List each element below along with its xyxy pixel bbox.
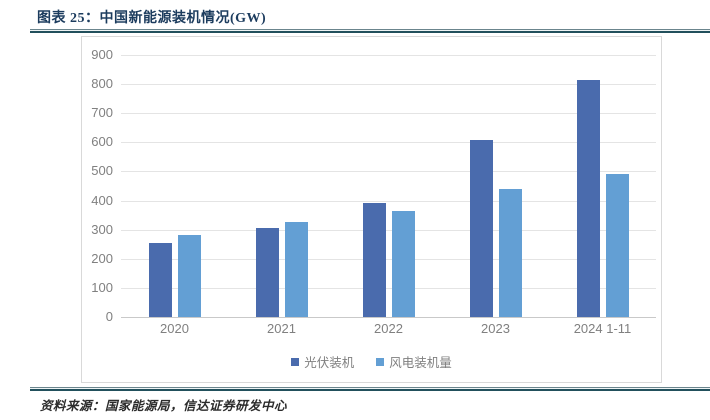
- legend-swatch-icon: [376, 357, 385, 366]
- gridline: [121, 200, 656, 202]
- x-tick-label: 2022: [374, 321, 403, 336]
- y-tick-label: 800: [91, 76, 113, 92]
- x-axis-line: [121, 317, 656, 318]
- y-tick-label: 900: [91, 47, 113, 62]
- footer-separator-line: [30, 387, 710, 391]
- gridline: [121, 229, 656, 231]
- y-tick-label: 0: [105, 309, 113, 324]
- legend-label: 光伏装机: [304, 356, 355, 370]
- bar-风电装机量-2024 1-11: [605, 174, 629, 317]
- y-tick-label: 600: [91, 134, 113, 150]
- bar-光伏装机-2022: [362, 202, 386, 317]
- bar-光伏装机-2024 1-11: [576, 79, 600, 317]
- y-tick-label: 500: [91, 163, 113, 179]
- legend-item-光伏装机: 光伏装机: [291, 352, 354, 371]
- bar-风电装机量-2023: [498, 188, 522, 317]
- bar-风电装机量-2022: [391, 210, 415, 317]
- legend-swatch-icon: [291, 357, 300, 366]
- y-tick-label: 100: [91, 279, 113, 295]
- title-separator-line: [30, 29, 710, 33]
- source-note: 资料来源：国家能源局，信达证券研发中心: [40, 399, 288, 413]
- legend-item-风电装机量: 风电装机量: [376, 352, 452, 371]
- x-tick-label: 2023: [481, 321, 510, 336]
- bar-风电装机量-2021: [284, 221, 308, 317]
- x-tick-label: 2024 1-11: [573, 321, 632, 336]
- bar-光伏装机-2023: [469, 139, 493, 317]
- x-tick-label: 2021: [267, 321, 296, 336]
- gridline: [121, 287, 656, 289]
- gridline: [121, 142, 656, 144]
- x-tick-label: 2020: [160, 321, 189, 336]
- gridline: [121, 113, 656, 115]
- gridline: [121, 55, 656, 56]
- y-tick-label: 400: [91, 192, 113, 208]
- chart-panel: 0 100 200 300 400 500 600 700 800 900 2020 2021 202…: [81, 36, 662, 383]
- y-tick-label: 300: [91, 221, 113, 237]
- y-tick-label: 700: [91, 105, 113, 121]
- legend-label: 风电装机量: [389, 356, 452, 370]
- legend: 光伏装机 风电装机量: [82, 352, 661, 371]
- figure-title: 图表 25：中国新能源装机情况(GW): [37, 11, 267, 26]
- y-tick-label: 200: [91, 250, 113, 266]
- gridline: [121, 171, 656, 173]
- bar-光伏装机-2021: [255, 227, 279, 317]
- gridline: [121, 258, 656, 260]
- bar-光伏装机-2020: [148, 243, 172, 317]
- gridline: [121, 84, 656, 86]
- bar-风电装机量-2020: [177, 234, 201, 317]
